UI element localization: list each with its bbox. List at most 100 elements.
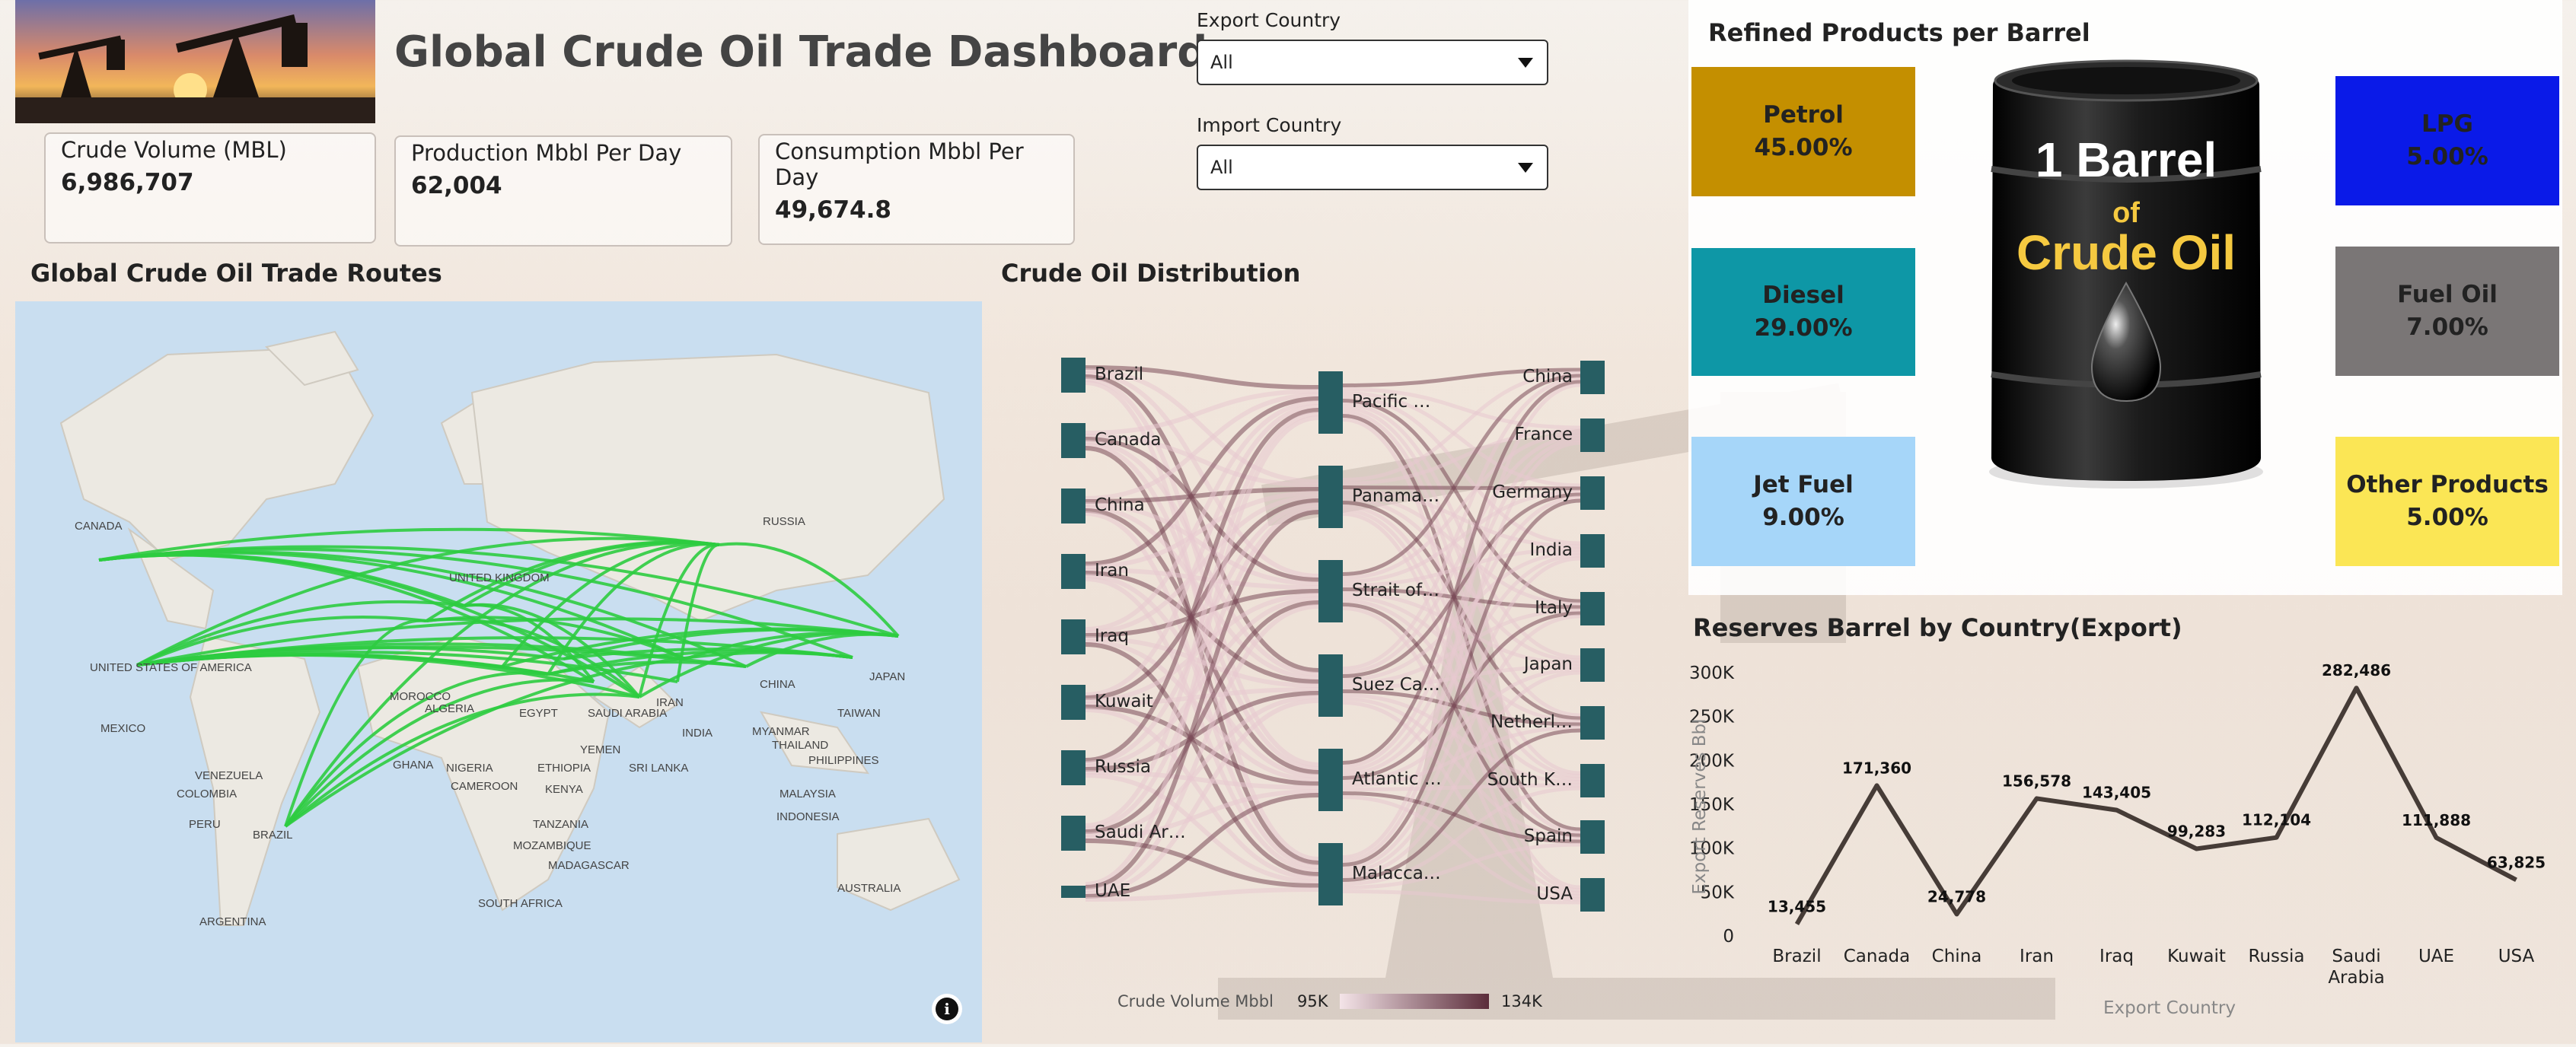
sankey-link: [1085, 789, 1319, 840]
sankey-node[interactable]: [1061, 423, 1086, 458]
sankey-link: [1085, 487, 1319, 504]
sankey-link: [1342, 889, 1581, 905]
map-label: MEXICO: [100, 722, 145, 735]
y-tick-label: 300K: [1689, 664, 1735, 683]
sankey-link: [1085, 434, 1319, 488]
sankey-link: [1085, 396, 1319, 566]
sankey-node[interactable]: [1580, 820, 1605, 854]
sankey-node-label: China: [1522, 367, 1573, 387]
product-name: Fuel Oil: [2397, 280, 2498, 308]
sankey-node[interactable]: [1580, 706, 1605, 740]
map-label: RUSSIA: [763, 515, 805, 528]
oil-drop-icon: [2090, 281, 2162, 403]
sankey-node[interactable]: [1061, 685, 1086, 720]
sankey-node[interactable]: [1318, 749, 1343, 811]
reserves-line-chart[interactable]: 0 50K 100K 150K 200K 250K 300K Brazil Canada Chi…: [1688, 603, 2576, 1044]
sankey-node[interactable]: [1061, 619, 1086, 654]
sankey-node[interactable]: [1061, 488, 1086, 524]
product-card-other-products[interactable]: Other Products 5.00%: [2335, 437, 2559, 566]
sankey-node[interactable]: [1580, 764, 1605, 797]
sankey-link: [1342, 368, 1581, 387]
sankey-node[interactable]: [1580, 878, 1605, 912]
trade-routes-map[interactable]: CANADA UNITED STATES OF AMERICA MEXICO VENE…: [15, 301, 982, 1042]
x-tick-label: UAE: [2418, 947, 2454, 966]
sankey-node[interactable]: [1061, 816, 1086, 851]
map-label: MADAGASCAR: [548, 859, 630, 872]
crude-distribution-sankey[interactable]: Brazil Canada China Iran Iraq Kuwait Russia Sau…: [1050, 350, 1614, 928]
barrel-text-line-1: 1 Barrel: [2036, 132, 2217, 187]
kpi-label: Consumption Mbbl Per Day: [775, 138, 1024, 190]
sankey-link: [1342, 508, 1581, 835]
sankey-node-label: Spain: [1523, 826, 1573, 846]
sankey-link: [1342, 611, 1581, 780]
trade-route-lines: [98, 527, 900, 828]
sankey-node-label: Malacca…: [1352, 864, 1441, 883]
sankey-node[interactable]: [1580, 592, 1605, 625]
x-tick-label: Iraq: [2099, 947, 2134, 966]
map-label: THAILAND: [772, 739, 828, 752]
chevron-down-icon: [1518, 163, 1533, 173]
trade-route: [136, 600, 465, 667]
trade-route: [284, 619, 427, 827]
reserves-series-line: [1794, 686, 2517, 925]
map-label: CHINA: [760, 678, 795, 691]
sankey-link: [1342, 786, 1581, 886]
sankey-node[interactable]: [1580, 361, 1605, 394]
sankey-node[interactable]: [1318, 843, 1343, 905]
sankey-node[interactable]: [1061, 886, 1086, 898]
sankey-link: [1085, 511, 1319, 869]
sankey-link: [1342, 670, 1581, 878]
kpi-card-production: Production Mbbl Per Day 62,004: [394, 135, 732, 247]
export-country-value: All: [1210, 52, 1233, 73]
sankey-link: [1085, 393, 1319, 501]
sankey-node-label: Suez Ca…: [1352, 675, 1440, 695]
refined-products-title: Refined Products per Barrel: [1708, 18, 2090, 47]
sankey-node[interactable]: [1318, 466, 1343, 528]
sankey-node[interactable]: [1580, 648, 1605, 682]
sankey-link: [1342, 428, 1581, 485]
sankey-link: [1085, 887, 1319, 902]
sankey-link: [1085, 368, 1319, 484]
sankey-node[interactable]: [1318, 654, 1343, 717]
sankey-node[interactable]: [1580, 534, 1605, 568]
sankey-canvas: [1061, 358, 1605, 912]
sankey-link: [1342, 497, 1581, 663]
sankey-node[interactable]: [1580, 476, 1605, 510]
product-card-lpg[interactable]: LPG 5.00%: [2335, 76, 2559, 205]
sankey-node[interactable]: [1318, 371, 1343, 434]
sankey-node[interactable]: [1061, 750, 1086, 785]
product-card-jet-fuel[interactable]: Jet Fuel 9.00%: [1691, 437, 1915, 566]
product-card-fuel-oil[interactable]: Fuel Oil 7.00%: [2335, 247, 2559, 376]
sankey-link: [1085, 371, 1319, 578]
sankey-node-label: Kuwait: [1095, 692, 1153, 711]
sankey-node-label: Canada: [1095, 430, 1162, 450]
sankey-link: [1342, 489, 1581, 584]
data-label: 24,778: [1927, 887, 1986, 905]
trade-route: [425, 540, 720, 622]
map-label: COLOMBIA: [177, 788, 237, 800]
sankey-node[interactable]: [1318, 560, 1343, 622]
sankey-link: [1342, 498, 1581, 867]
export-country-label: Export Country: [1197, 9, 1341, 31]
sankey-node[interactable]: [1061, 554, 1086, 589]
product-card-diesel[interactable]: Diesel 29.00%: [1691, 248, 1915, 376]
sankey-link: [1342, 391, 1581, 488]
sankey-node[interactable]: [1580, 418, 1605, 452]
sankey-node[interactable]: [1061, 358, 1086, 393]
product-value: 5.00%: [2406, 504, 2488, 531]
sankey-node-label: India: [1529, 540, 1573, 560]
data-label: 156,578: [2002, 772, 2071, 790]
map-label: EGYPT: [519, 707, 558, 720]
import-country-dropdown[interactable]: All: [1197, 145, 1548, 190]
sankey-link: [1085, 695, 1319, 837]
product-card-petrol[interactable]: Petrol 45.00%: [1691, 67, 1915, 196]
export-country-dropdown[interactable]: All: [1197, 40, 1548, 85]
map-label: BRAZIL: [253, 829, 293, 842]
info-button[interactable]: i: [932, 994, 962, 1024]
sankey-legend-gradient: [1340, 994, 1489, 1009]
trade-route: [136, 617, 899, 667]
sankey-link: [1342, 697, 1581, 841]
product-name: Jet Fuel: [1753, 470, 1854, 498]
x-tick-label: Iran: [2020, 947, 2054, 966]
sankey-link: [1342, 406, 1581, 718]
